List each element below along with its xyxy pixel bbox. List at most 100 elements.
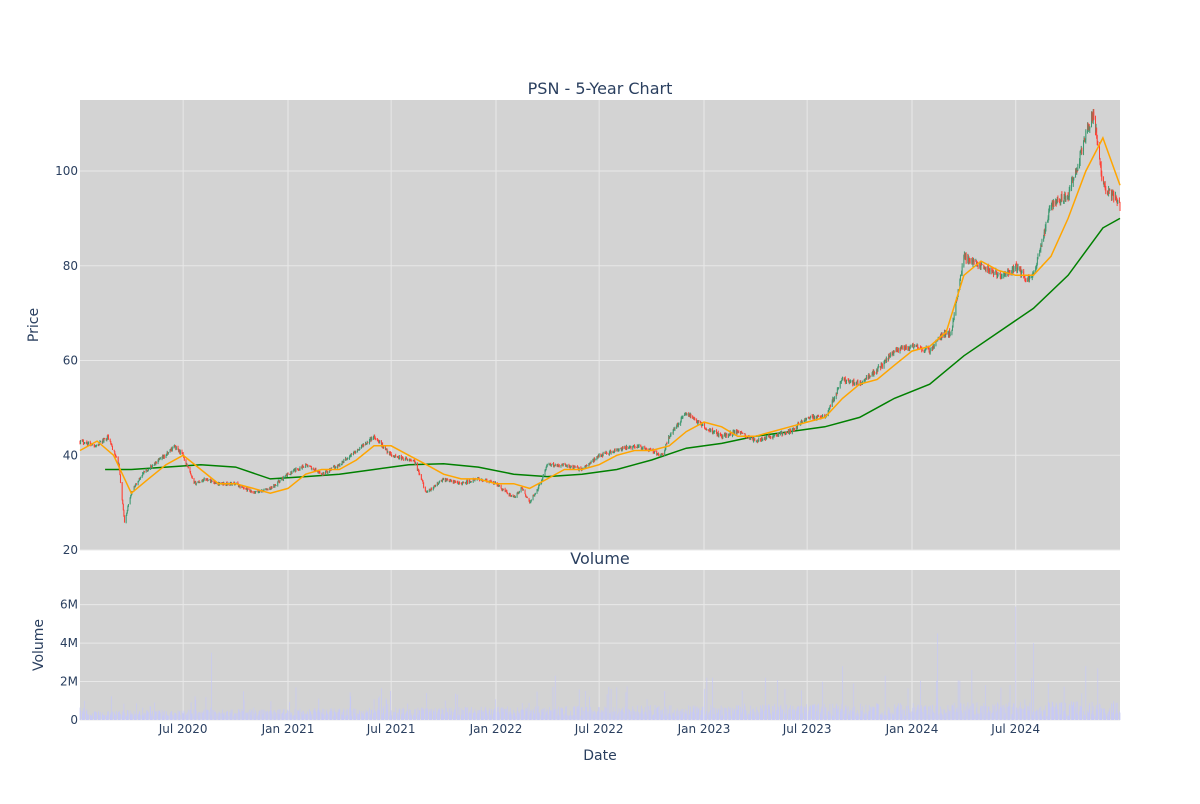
candle	[192, 476, 193, 479]
candle	[463, 482, 464, 483]
candle-body	[854, 384, 855, 385]
candle-body	[1022, 271, 1023, 272]
volume-bar	[224, 712, 225, 720]
candle	[122, 499, 123, 504]
candle	[387, 451, 388, 453]
candle-body	[140, 478, 141, 479]
candle-body	[104, 438, 105, 439]
candle	[659, 454, 660, 457]
candle-body	[778, 434, 779, 436]
volume-bar	[842, 666, 843, 720]
volume-bar	[567, 715, 568, 720]
candle-body	[176, 447, 177, 449]
candle	[1105, 186, 1106, 194]
volume-bar	[858, 713, 859, 720]
candle	[212, 481, 213, 482]
candle	[706, 429, 707, 431]
candle	[1040, 243, 1041, 252]
candle	[204, 477, 205, 480]
candle	[1097, 141, 1098, 146]
volume-bar	[758, 712, 759, 720]
volume-bar	[790, 705, 791, 720]
candle	[292, 471, 293, 474]
candle-body	[870, 376, 871, 377]
candle-body	[555, 465, 556, 466]
candle	[563, 463, 564, 466]
volume-bar	[184, 712, 185, 720]
candle-body	[978, 264, 979, 267]
candle-body	[471, 481, 472, 482]
candle	[818, 415, 819, 417]
candle	[471, 481, 472, 482]
candle-body	[950, 334, 951, 336]
volume-bar	[535, 707, 536, 720]
volume-bar	[471, 707, 472, 720]
candle-body	[631, 446, 632, 448]
volume-bar	[878, 704, 879, 720]
volume-bar	[671, 705, 672, 720]
candle-body	[196, 483, 197, 484]
candle	[746, 437, 747, 438]
candle-body	[838, 388, 839, 389]
volume-bar	[491, 709, 492, 720]
candle-body	[264, 489, 265, 490]
candle	[543, 474, 544, 478]
candle-body	[754, 439, 755, 441]
volume-bar	[874, 708, 875, 720]
volume-bar	[120, 714, 121, 720]
candle	[459, 481, 460, 484]
candle	[810, 416, 811, 419]
volume-bar	[204, 709, 205, 720]
candle	[136, 483, 137, 485]
volume-bar	[635, 712, 636, 720]
candle	[1089, 126, 1090, 133]
candle-body	[122, 500, 123, 504]
volume-bar	[487, 715, 488, 720]
candle	[108, 435, 109, 440]
candle	[738, 430, 739, 433]
candle	[974, 259, 975, 265]
volume-bar	[531, 710, 532, 720]
candle-body	[750, 437, 751, 440]
candle	[439, 480, 440, 482]
candle	[631, 446, 632, 450]
candle-body	[184, 457, 185, 459]
candle	[451, 480, 452, 482]
candle-body	[511, 496, 512, 497]
candle-body	[575, 467, 576, 468]
candle-body	[510, 494, 511, 496]
candle-body	[591, 462, 592, 463]
candle	[252, 491, 253, 493]
candle	[152, 464, 153, 468]
candle	[842, 377, 843, 381]
volume-bar	[232, 709, 233, 720]
candle-body	[910, 347, 911, 348]
candle	[435, 485, 436, 487]
candle-body	[894, 352, 895, 353]
candle-body	[1057, 197, 1058, 200]
candle	[343, 459, 344, 463]
candle	[555, 464, 556, 467]
candle	[304, 467, 305, 468]
volume-bar	[300, 709, 301, 720]
volume-bar	[216, 714, 217, 720]
volume-bar	[324, 709, 325, 720]
volume-bar	[256, 712, 257, 720]
candle-body	[180, 451, 181, 453]
volume-bar	[260, 710, 261, 720]
candle	[395, 454, 396, 458]
volume-bar	[655, 705, 656, 720]
candle-body	[112, 447, 113, 450]
candle-body	[292, 471, 293, 473]
volume-bar	[778, 707, 779, 720]
candle-body	[1006, 273, 1007, 275]
candle-body	[447, 480, 448, 481]
volume-bar	[643, 714, 644, 720]
candle-body	[320, 472, 321, 473]
candle-body	[147, 471, 148, 472]
volume-bar	[547, 709, 548, 720]
volume-bar	[220, 713, 221, 720]
volume-bar	[894, 704, 895, 720]
candle-body	[312, 469, 313, 470]
candle-body	[431, 489, 432, 490]
